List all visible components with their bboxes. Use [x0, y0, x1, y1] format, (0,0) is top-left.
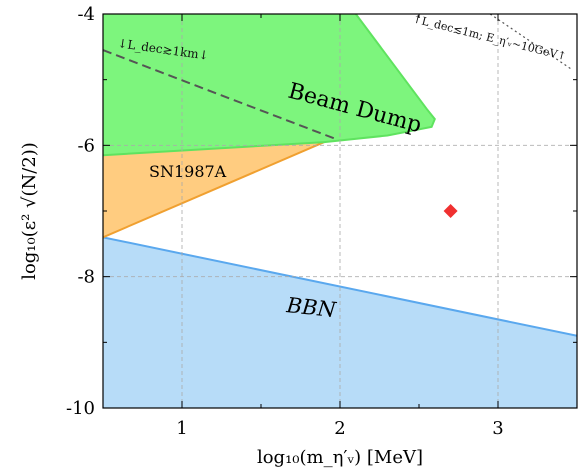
data-point-diamond	[443, 204, 458, 218]
y-tick-label: -4	[77, 4, 95, 25]
region-label-sn1987a: SN1987A	[149, 162, 227, 181]
sn1987a-boundary	[103, 141, 325, 239]
region-beam-dump	[103, 14, 435, 156]
region-label-bbn: BBN	[284, 293, 337, 322]
y-axis-label: log₁₀(ε² √(N/2))	[19, 142, 40, 280]
x-tick-label: 1	[176, 418, 187, 439]
beam-dump-boundary	[103, 14, 436, 157]
x-tick-label: 3	[492, 418, 503, 439]
x-axis-label: log₁₀(m_η′ᵥ) [MeV]	[257, 447, 423, 468]
y-tick-label: -10	[66, 398, 95, 419]
ldec-1m-line	[489, 14, 573, 71]
y-tick-label: -6	[77, 135, 95, 156]
x-tick-label: 2	[334, 418, 345, 439]
y-tick-label: -8	[77, 267, 95, 288]
